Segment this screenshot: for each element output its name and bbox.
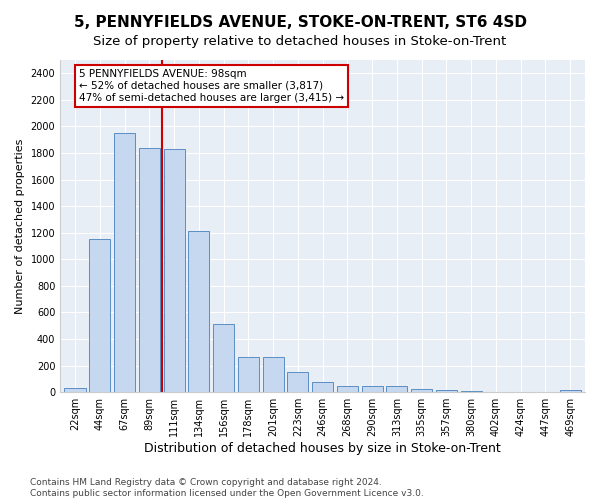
Bar: [64, 388, 86, 392]
Bar: [312, 382, 333, 392]
Bar: [188, 232, 209, 392]
Text: 5, PENNYFIELDS AVENUE, STOKE-ON-TRENT, ST6 4SD: 5, PENNYFIELDS AVENUE, STOKE-ON-TRENT, S…: [74, 15, 527, 30]
Bar: [560, 390, 581, 392]
Text: Contains HM Land Registry data © Crown copyright and database right 2024.
Contai: Contains HM Land Registry data © Crown c…: [30, 478, 424, 498]
Bar: [164, 149, 185, 392]
Bar: [89, 240, 110, 392]
X-axis label: Distribution of detached houses by size in Stoke-on-Trent: Distribution of detached houses by size …: [144, 442, 501, 455]
Bar: [386, 386, 407, 392]
Text: Size of property relative to detached houses in Stoke-on-Trent: Size of property relative to detached ho…: [94, 35, 506, 48]
Bar: [139, 148, 160, 392]
Bar: [238, 357, 259, 392]
Bar: [213, 324, 234, 392]
Y-axis label: Number of detached properties: Number of detached properties: [15, 138, 25, 314]
Bar: [114, 133, 135, 392]
Bar: [287, 372, 308, 392]
Bar: [411, 390, 432, 392]
Bar: [436, 390, 457, 392]
Bar: [337, 386, 358, 392]
Bar: [362, 386, 383, 392]
Text: 5 PENNYFIELDS AVENUE: 98sqm
← 52% of detached houses are smaller (3,817)
47% of : 5 PENNYFIELDS AVENUE: 98sqm ← 52% of det…: [79, 70, 344, 102]
Bar: [263, 357, 284, 392]
